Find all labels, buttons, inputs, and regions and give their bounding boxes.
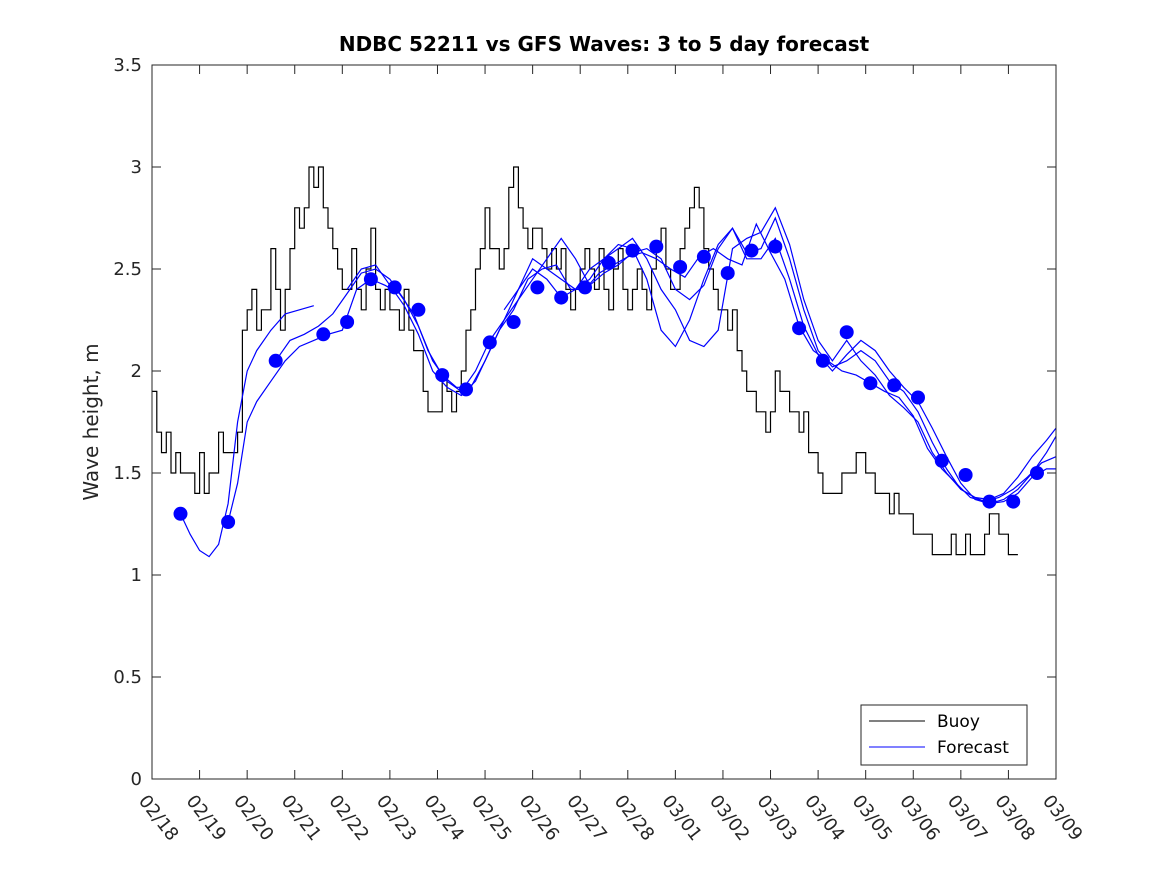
legend: Buoy Forecast (860, 704, 1028, 766)
forecast-marker-point (911, 390, 925, 405)
forecast-marker-point (387, 280, 402, 295)
forecast-series-line-1 (179, 305, 314, 558)
forecast-marker-point (982, 494, 997, 509)
forecast-marker-point (482, 335, 497, 350)
forecast-marker-point (696, 249, 711, 264)
forecast-marker-point (839, 325, 854, 340)
legend-buoy-label: Buoy (937, 712, 980, 732)
forecast-marker-point (792, 321, 807, 336)
y-tick-label: 2 (131, 361, 142, 382)
forecast-marker-point (411, 302, 426, 317)
forecast-marker-point (744, 243, 759, 258)
forecast-marker-point (625, 243, 640, 258)
forecast-marker-point (934, 453, 949, 468)
forecast-marker-point (459, 382, 473, 397)
y-axis-label: Wave height, m (79, 343, 103, 500)
y-tick-label: 0 (131, 769, 142, 790)
y-tick-label: 1.5 (113, 463, 142, 484)
y-tick-label: 3.5 (113, 55, 142, 76)
forecast-marker-point (673, 260, 688, 274)
forecast-marker-point (316, 327, 331, 342)
forecast-marker-point (649, 239, 664, 254)
forecast-marker-point (363, 272, 378, 287)
forecast-marker-point (530, 280, 545, 295)
chart-title: NDBC 52211 vs GFS Waves: 3 to 5 day fore… (339, 32, 870, 56)
forecast-marker-point (863, 376, 878, 391)
forecast-marker-point (578, 280, 592, 295)
forecast-marker-point (506, 315, 521, 329)
legend-forecast-label: Forecast (937, 738, 1009, 758)
forecast-marker-point (1006, 494, 1021, 509)
buoy-series-line (152, 166, 1018, 556)
forecast-marker-point (887, 378, 902, 393)
forecast-marker-point (768, 239, 783, 254)
forecast-series-line-5 (503, 227, 1056, 505)
forecast-marker-point (554, 290, 569, 305)
forecast-marker-point (720, 266, 735, 281)
forecast-marker-point (601, 255, 616, 270)
y-tick-label: 0.5 (113, 667, 142, 688)
forecast-marker-point (435, 368, 450, 383)
forecast-marker-point (268, 353, 283, 368)
forecast-marker-point (173, 506, 188, 521)
y-tick-label: 2.5 (113, 259, 142, 280)
forecast-marker-point (815, 353, 830, 368)
forecast-marker-point (221, 515, 236, 529)
legend-box (860, 704, 1028, 766)
forecast-series-line-3 (275, 216, 1057, 505)
plot-area (152, 65, 1056, 779)
forecast-marker-point (958, 468, 973, 482)
y-tick-label: 1 (131, 565, 142, 586)
forecast-marker-point (1030, 466, 1044, 480)
axes-box (151, 64, 1057, 780)
y-tick-label: 3 (131, 157, 142, 178)
forecast-marker-point (340, 315, 355, 329)
marker-layer (173, 239, 1044, 529)
